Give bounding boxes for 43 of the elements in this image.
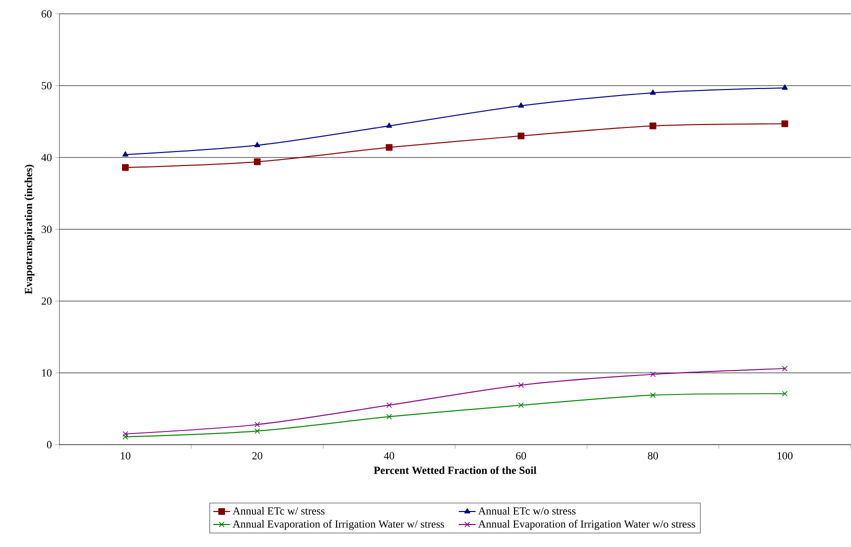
x-axis-title: Percent Wetted Fraction of the Soil [374, 466, 536, 474]
point [782, 391, 788, 397]
x-tick-label: 100 [778, 452, 793, 460]
point [386, 414, 392, 420]
point [650, 90, 656, 95]
point [386, 122, 392, 128]
point [518, 132, 524, 140]
y-tick-label: 60 [42, 10, 52, 18]
y-tick-label: 50 [42, 82, 52, 90]
point [650, 372, 656, 378]
point [518, 382, 524, 388]
y-tick-label: 20 [42, 298, 52, 305]
point [122, 151, 128, 157]
point [782, 84, 788, 90]
y-tick-label: 40 [41, 154, 52, 162]
point [650, 392, 656, 398]
point [122, 431, 128, 437]
legend-label: Annual Evaporation of Irrigation Water w/ stress [232, 520, 444, 530]
y-axis-title: Evapotranspiration (inches) [24, 164, 34, 294]
point [386, 144, 393, 151]
legend-label: Annual Evaporation of Irrigation Water w/o stress [478, 520, 696, 530]
point [254, 142, 260, 148]
point [122, 434, 128, 440]
point [254, 422, 260, 428]
point [122, 164, 129, 172]
point [782, 366, 788, 372]
point [518, 102, 524, 108]
point [781, 120, 788, 128]
point [254, 158, 261, 166]
legend-label: Annual ETc w/o stress [478, 507, 576, 515]
point [386, 402, 392, 408]
x-tick-label: 10 [120, 452, 130, 460]
y-tick-label: 30 [42, 226, 52, 234]
point [650, 122, 656, 130]
x-tick-label: 20 [252, 452, 262, 460]
y-tick-label: 0 [46, 441, 52, 448]
y-tick-label: 10 [42, 369, 52, 377]
x-tick-label: 40 [384, 452, 394, 460]
point [254, 428, 260, 434]
point [518, 402, 524, 408]
x-tick-label: 80 [648, 452, 658, 460]
legend-label: Annual ETc w/ stress [232, 507, 325, 515]
x-tick-label: 60 [516, 452, 526, 460]
